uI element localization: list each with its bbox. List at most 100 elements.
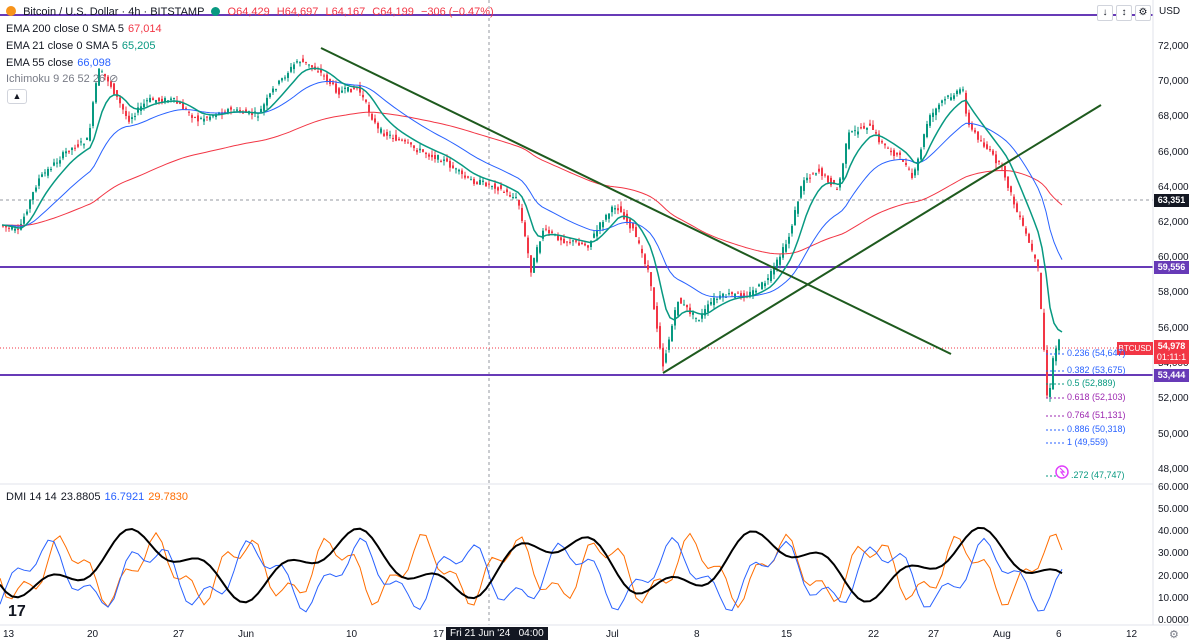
indicator-value: 65,205 [121,40,156,52]
candle [1049,383,1051,402]
symbol-title: Bitcoin / U.S. Dollar · 4h · BITSTAMP [23,6,205,18]
candle [329,78,331,87]
fib-level-label: 1 (49,559) [1067,437,1109,447]
candle [488,179,490,188]
dmi-axis-label: 0.0000 [1158,615,1189,626]
indicator-value: 67,014 [128,23,162,35]
indicator-ichimoku[interactable]: Ichimoku 9 26 52 26 ⊘ [6,72,122,86]
settings-gear-icon[interactable]: ⚙ [1169,629,1179,641]
time-axis-label: 8 [694,629,700,640]
candle [341,86,343,94]
time-axis-label: Jul [606,629,619,640]
candle [362,90,364,101]
candle [266,94,268,110]
fib-retracement-lines [1046,353,1064,477]
candle [1043,308,1045,352]
indicator-ema200[interactable]: EMA 200 close 0 SMA 5 67,014 [6,22,166,36]
candle [38,174,40,190]
candle [602,220,604,232]
candle [95,81,97,104]
time-axis-label: 27 [928,629,940,640]
candle [860,123,862,130]
candle [650,271,652,291]
candle [419,144,421,153]
candle [443,156,445,166]
candle [923,133,925,150]
price-axis-label: 48,000 [1158,464,1189,475]
candle [395,129,397,142]
hidden-eye-icon[interactable]: ⊘ [109,73,119,85]
candle [620,201,622,213]
descending-trendline [320,47,952,355]
settings-icon[interactable]: ⚙ [1135,5,1151,21]
candle [293,62,295,74]
candle [392,134,394,142]
candle [989,145,991,152]
candle [851,130,853,133]
candle [497,186,499,195]
candle [206,115,208,122]
candle [623,208,625,220]
tradingview-logo[interactable]: 17 [8,603,26,620]
swap-icon[interactable]: ↕ [1116,5,1132,21]
candle [572,239,574,246]
candle [92,100,94,129]
candle [878,130,880,145]
candle [638,236,640,245]
candle [317,66,319,73]
candle [710,297,712,306]
candle [8,226,10,232]
ema55-line [1,80,1063,298]
dmi-axis-label: 50.0000 [1158,504,1189,515]
currency-label[interactable]: USD [1159,6,1181,17]
candle [680,297,682,304]
lower-level-tag: 53,444 [1154,369,1189,382]
dmi-axis-label: 10.0000 [1158,593,1189,604]
candle [482,177,484,186]
candle [926,120,928,139]
candle [263,102,265,116]
indicator-ema55[interactable]: EMA 55 close 66,098 [6,56,115,70]
candle [146,97,148,107]
candle [533,257,535,273]
ohlc-open: O64,429 [227,6,270,18]
indicator-ema21[interactable]: EMA 21 close 0 SMA 5 65,205 [6,39,160,53]
candle [845,143,847,169]
candle [689,303,691,317]
candle [365,99,367,104]
time-axis-label: 20 [87,629,99,640]
down-arrow-icon[interactable]: ↓ [1097,5,1113,21]
candle [824,173,826,178]
candle [35,185,37,193]
ohlc-low: L64,167 [325,6,366,18]
candle [398,136,400,141]
candle [74,144,76,152]
candle [374,114,376,125]
candle [350,88,352,93]
candle [827,174,829,184]
candle [542,227,544,242]
candle [62,150,64,161]
candle [980,135,982,142]
candle [995,150,997,169]
ascending-trendline [662,104,1102,374]
candle [416,148,418,155]
symbol-legend[interactable]: Bitcoin / U.S. Dollar · 4h · BITSTAMP O6… [6,5,498,19]
candle [875,129,877,135]
upper-level-tag: 59,556 [1154,261,1189,274]
candle [665,349,667,364]
candle [812,172,814,175]
candle [305,61,307,65]
candle [911,168,913,180]
collapse-legend-button[interactable]: ▲ [7,89,27,104]
candle [380,126,382,135]
candle [632,222,634,231]
candle [611,205,613,217]
candle [503,190,505,193]
candle [899,150,901,159]
dmi-legend[interactable]: DMI 14 14 23.8805 16.7921 29.7830 [6,490,192,504]
price-axis-label: 72,000 [1158,41,1189,52]
candle [164,96,166,105]
candle [890,147,892,156]
